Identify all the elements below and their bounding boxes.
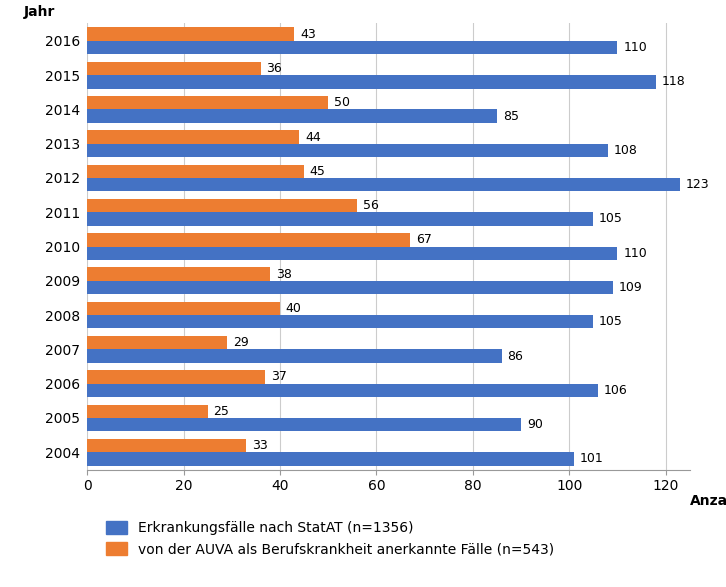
Bar (87, 439, 246, 452)
Text: Jahr: Jahr (24, 5, 55, 19)
Text: 37: 37 (272, 370, 287, 383)
Legend: Erkrankungsfälle nach StatAT (n=1356), von der AUVA als Berufskrankheit anerkann: Erkrankungsfälle nach StatAT (n=1356), v… (106, 521, 554, 556)
Bar (87, 349, 502, 363)
Text: 29: 29 (233, 336, 248, 349)
Text: 118: 118 (661, 75, 685, 88)
Text: 110: 110 (623, 41, 647, 54)
Text: 40: 40 (286, 302, 301, 315)
Text: 33: 33 (252, 439, 268, 452)
Bar (87, 370, 266, 384)
Text: 85: 85 (502, 110, 518, 123)
Bar (87, 302, 280, 315)
Bar (87, 28, 295, 41)
Text: 43: 43 (300, 28, 316, 41)
Bar (87, 384, 598, 397)
Bar (87, 75, 656, 89)
Text: 86: 86 (507, 350, 523, 363)
Text: 44: 44 (305, 130, 321, 143)
Text: 106: 106 (604, 384, 628, 397)
Text: 105: 105 (599, 212, 623, 225)
Bar (87, 144, 608, 157)
Bar (87, 247, 617, 260)
Text: 105: 105 (599, 315, 623, 328)
Bar (87, 336, 227, 349)
Bar (87, 315, 593, 329)
Text: 110: 110 (623, 247, 647, 259)
Text: 108: 108 (613, 144, 637, 157)
Text: 36: 36 (266, 62, 282, 75)
Bar (87, 281, 613, 294)
Text: Anzahl: Anzahl (690, 494, 726, 508)
Bar (87, 109, 497, 123)
Text: 45: 45 (310, 165, 326, 178)
Bar (87, 178, 680, 191)
Bar (87, 199, 357, 212)
Bar (87, 212, 593, 225)
Bar (87, 96, 328, 109)
Text: 50: 50 (334, 96, 350, 109)
Text: 123: 123 (686, 178, 709, 191)
Bar (87, 130, 299, 144)
Bar (87, 268, 270, 281)
Text: 90: 90 (527, 418, 542, 431)
Text: 109: 109 (619, 281, 642, 294)
Text: 38: 38 (276, 268, 292, 281)
Text: 67: 67 (416, 234, 432, 247)
Bar (87, 62, 261, 75)
Bar (87, 452, 574, 465)
Text: 56: 56 (363, 199, 379, 212)
Bar (87, 404, 208, 418)
Text: 101: 101 (580, 453, 603, 465)
Bar (87, 418, 521, 431)
Bar (87, 164, 304, 178)
Bar (87, 41, 617, 54)
Bar (87, 233, 410, 247)
Text: 25: 25 (213, 405, 229, 418)
